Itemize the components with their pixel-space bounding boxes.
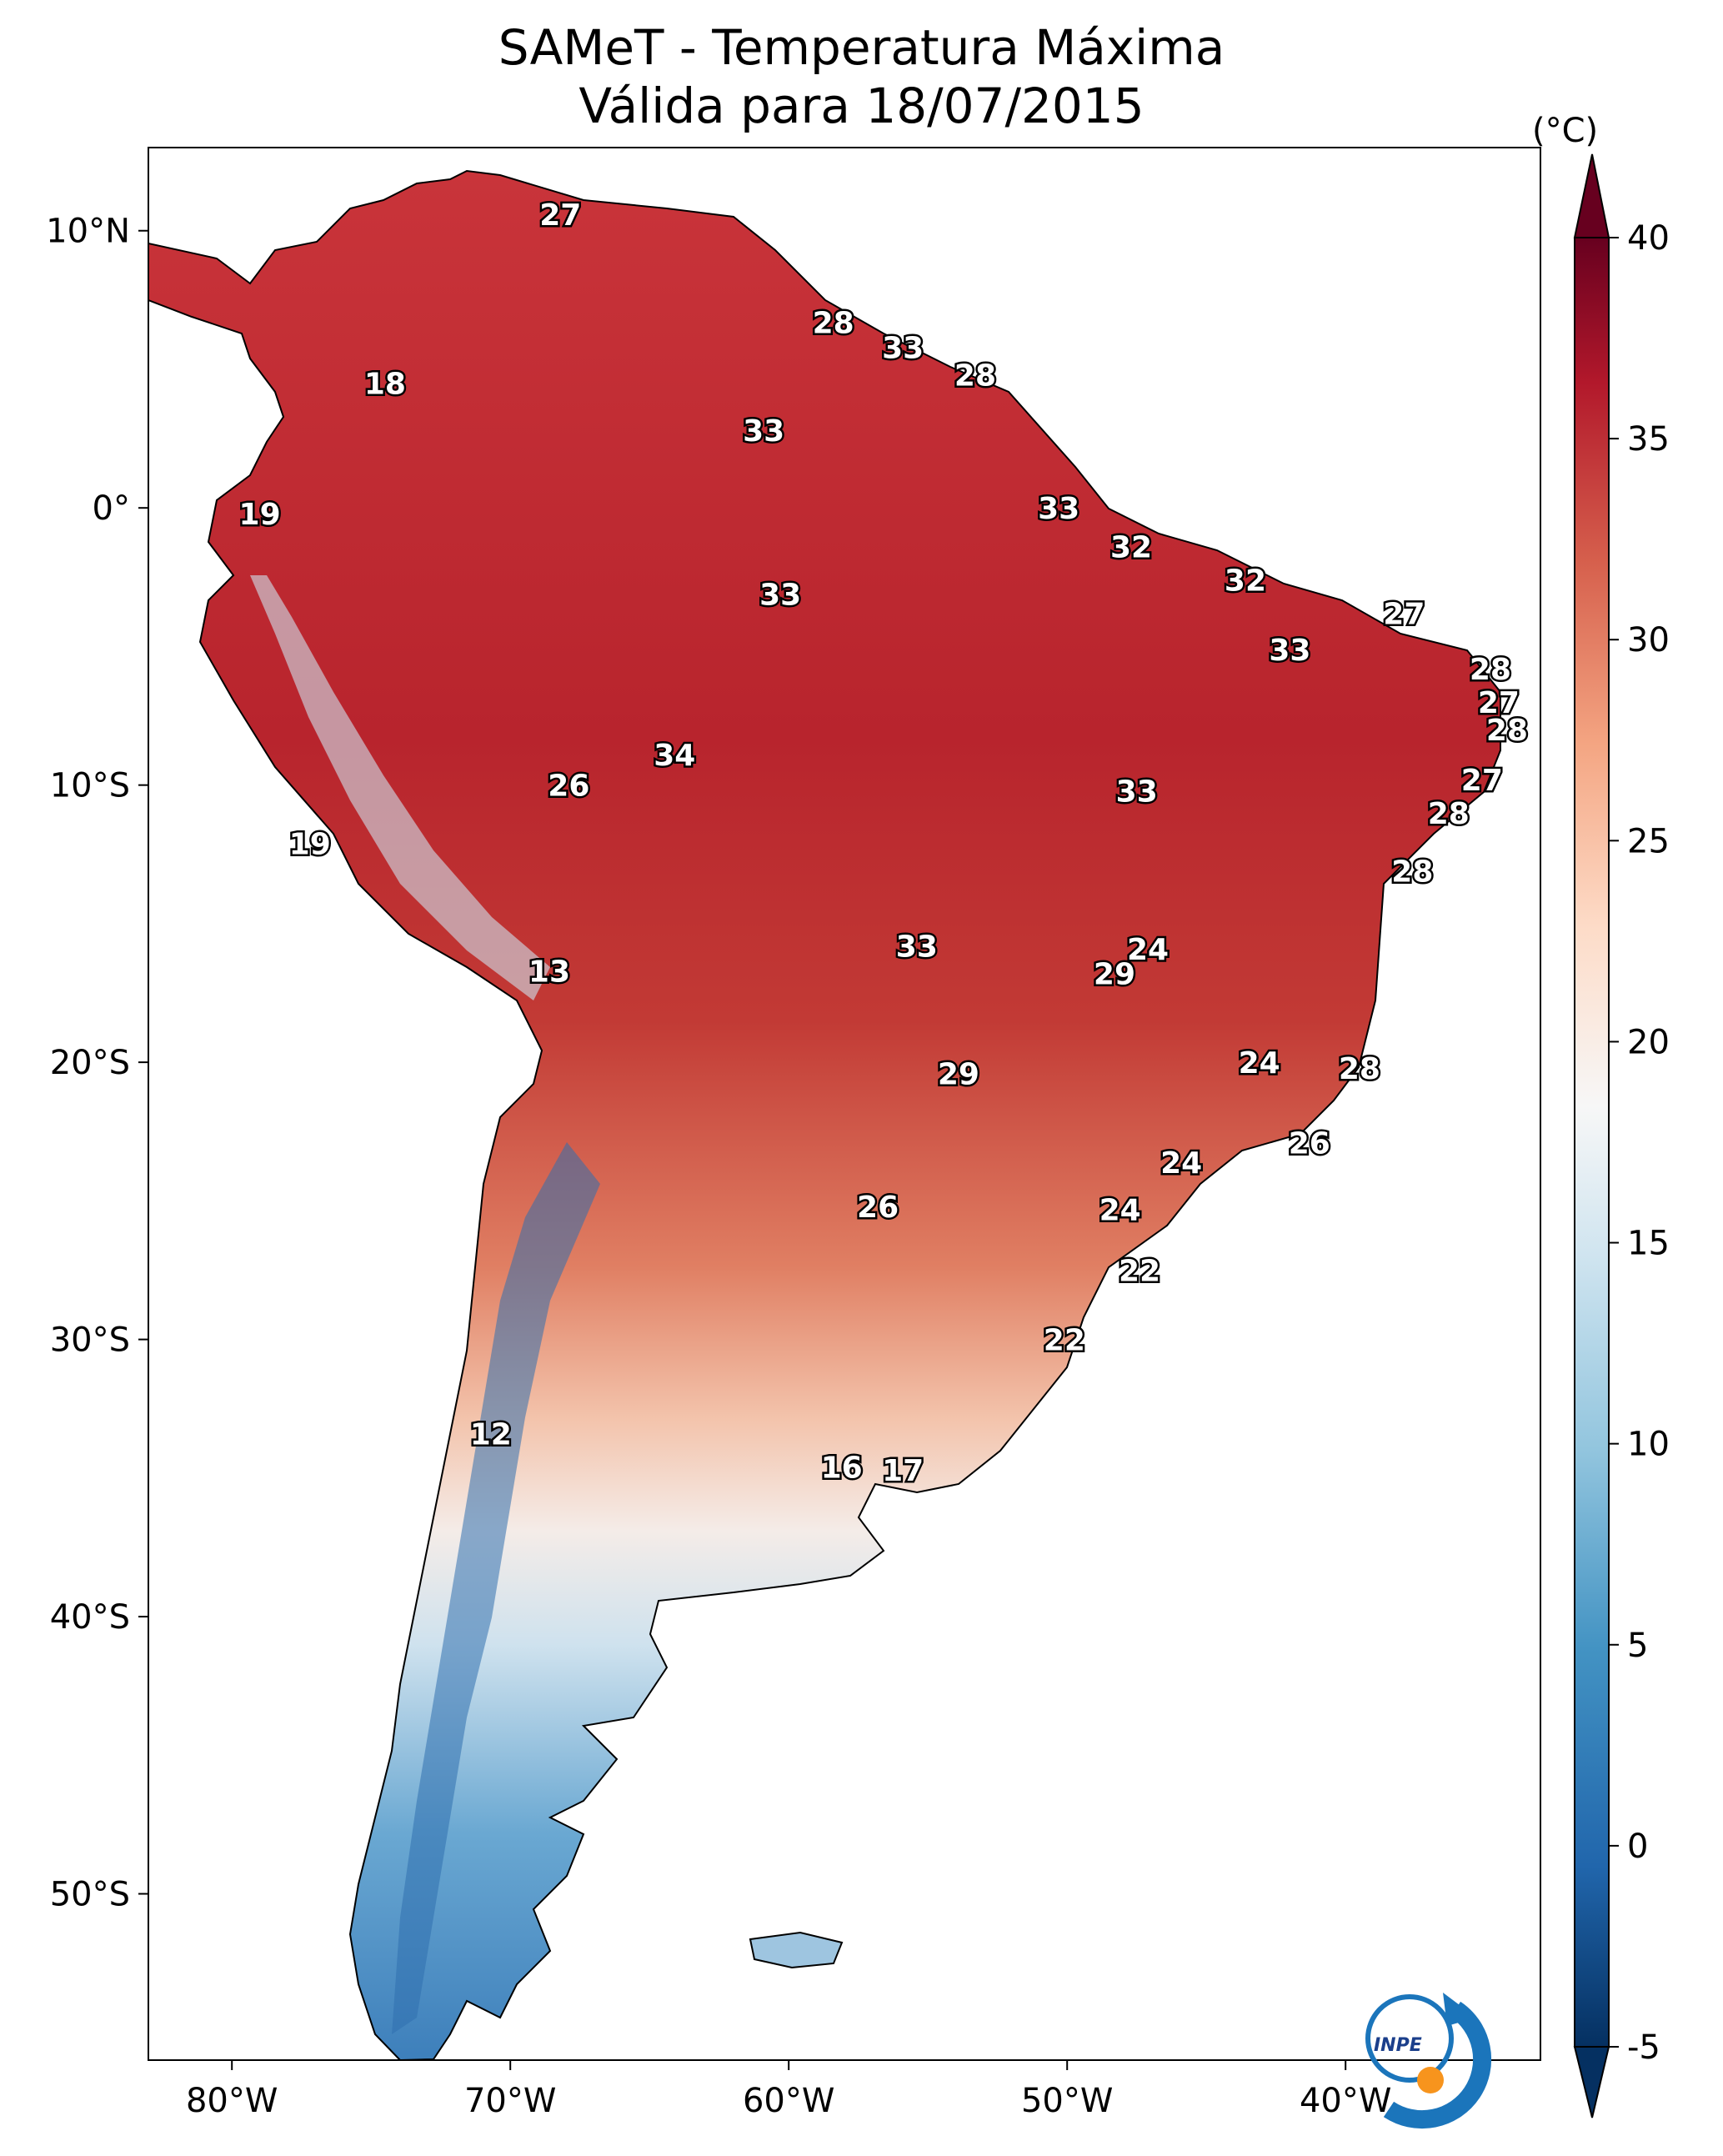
colorbar-unit: (°C) (1532, 112, 1598, 150)
lon-tick-label: 50°W (1021, 2082, 1113, 2120)
colorbar-tick-label: -5 (1627, 2028, 1660, 2067)
lat-tick-label: 10°S (50, 767, 130, 805)
temperature-label: 13 (528, 955, 570, 989)
longitude-axis: 80°W 70°W 60°W 50°W 40°W (186, 2060, 1391, 2120)
temperature-label: 26 (857, 1191, 899, 1225)
colorbar-tick-label: 40 (1627, 219, 1670, 258)
title-line-2: Válida para 18/07/2015 (579, 78, 1144, 134)
temperature-label: 28 (813, 306, 854, 340)
temperature-label: 24 (1239, 1046, 1280, 1081)
temperature-label: 26 (548, 770, 589, 804)
lon-tick-label: 40°W (1300, 2082, 1391, 2120)
temperature-label: 28 (1486, 714, 1528, 748)
temperature-label: 33 (1038, 492, 1079, 526)
temperature-label: 33 (896, 930, 938, 964)
temperature-label: 32 (1110, 531, 1152, 565)
colorbar-body (1574, 237, 1610, 2048)
temperature-label: 33 (759, 578, 801, 612)
colorbar-lower-extend (1573, 2046, 1610, 2118)
map-area (148, 148, 1540, 2060)
colorbar-tick-label: 15 (1627, 1225, 1670, 1263)
colorbar-tick-label: 30 (1627, 621, 1670, 659)
colorbar-tick-label: 20 (1627, 1023, 1670, 1061)
temperature-label: 27 (1383, 598, 1425, 632)
lat-tick-label: 20°S (50, 1044, 130, 1082)
malvinas-islands (749, 1931, 844, 1969)
colorbar-tick-label: 0 (1627, 1828, 1648, 1866)
map-frame (148, 147, 1541, 2061)
temperature-label: 33 (1116, 775, 1158, 809)
lat-tick-label: 50°S (50, 1876, 130, 1914)
temperature-label: 28 (1428, 797, 1470, 831)
temperature-label: 27 (1461, 764, 1503, 798)
temperature-label: 28 (1339, 1052, 1380, 1086)
andes-cold-zone (392, 1142, 600, 2034)
temperature-label: 22 (1119, 1254, 1160, 1288)
colorbar-upper-extend (1573, 153, 1610, 238)
title-line-1: SAMeT - Temperatura Máxima (498, 19, 1225, 76)
temperature-label: 33 (1269, 634, 1310, 668)
lon-tick-label: 70°W (464, 2082, 556, 2120)
lat-tick-label: 0° (93, 489, 130, 528)
temperature-label: 24 (1160, 1146, 1202, 1181)
temperature-label: 26 (1289, 1127, 1330, 1161)
temperature-label: 33 (743, 414, 784, 449)
temperature-label: 29 (1094, 958, 1135, 992)
colorbar-tick-label: 5 (1627, 1627, 1648, 1665)
temperature-label: 27 (539, 198, 581, 233)
colorbar-tick-label: 10 (1627, 1426, 1670, 1464)
temperature-label: 12 (470, 1418, 512, 1452)
lat-tick-label: 30°S (50, 1321, 130, 1360)
temperature-label: 32 (1225, 564, 1266, 599)
temperature-label: 24 (1127, 933, 1169, 967)
temperature-label: 34 (654, 739, 695, 773)
temperature-label: 22 (1044, 1324, 1085, 1358)
inpe-logo: INPE (1365, 1993, 1492, 2129)
latitude-axis: 10°N 0° 10°S 20°S 30°S 40°S 50°S (46, 213, 148, 1914)
temperature-label: 33 (882, 331, 924, 365)
andes-north-cool-zone (250, 575, 550, 1000)
temperature-label: 18 (364, 368, 406, 402)
temperature-label: 29 (938, 1057, 979, 1091)
temperature-label: 24 (1099, 1193, 1141, 1227)
colorbar-ticks: 40 35 30 25 20 15 10 5 0 -5 (1609, 219, 1670, 2067)
lat-tick-label: 10°N (46, 213, 130, 251)
temperature-label: 16 (821, 1452, 863, 1486)
map-title: SAMeT - Temperatura Máxima Válida para 1… (0, 18, 1723, 135)
colorbar-tick-label: 35 (1627, 420, 1670, 459)
temperature-label: 28 (1391, 855, 1433, 890)
temperature-label: 28 (1470, 653, 1511, 687)
temperature-label: 19 (289, 827, 331, 861)
colorbar-tick-label: 25 (1627, 822, 1670, 860)
inpe-logo-text: INPE (1374, 2035, 1422, 2056)
temperature-label: 17 (882, 1454, 924, 1488)
temperature-label: 19 (239, 498, 281, 532)
lon-tick-label: 60°W (743, 2082, 834, 2120)
colorbar: 40 35 30 25 20 15 10 5 0 -5 (°C) (1532, 112, 1670, 2118)
temperature-label: 27 (1478, 686, 1520, 720)
lon-tick-label: 80°W (186, 2082, 278, 2120)
lat-tick-label: 40°S (50, 1598, 130, 1637)
temperature-label: 28 (954, 359, 996, 394)
